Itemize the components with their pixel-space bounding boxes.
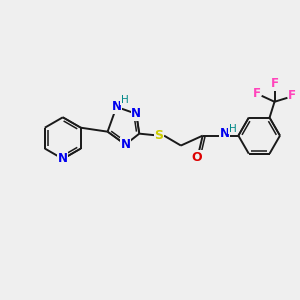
Text: S: S: [154, 129, 164, 142]
Text: F: F: [288, 89, 296, 102]
Text: N: N: [58, 152, 68, 165]
Text: N: N: [120, 138, 130, 151]
Text: O: O: [191, 151, 202, 164]
Text: N: N: [220, 127, 230, 140]
Text: H: H: [121, 95, 128, 105]
Text: H: H: [229, 124, 236, 134]
Text: N: N: [112, 100, 122, 113]
Text: N: N: [131, 107, 141, 120]
Text: F: F: [271, 77, 278, 90]
Text: F: F: [253, 87, 261, 100]
